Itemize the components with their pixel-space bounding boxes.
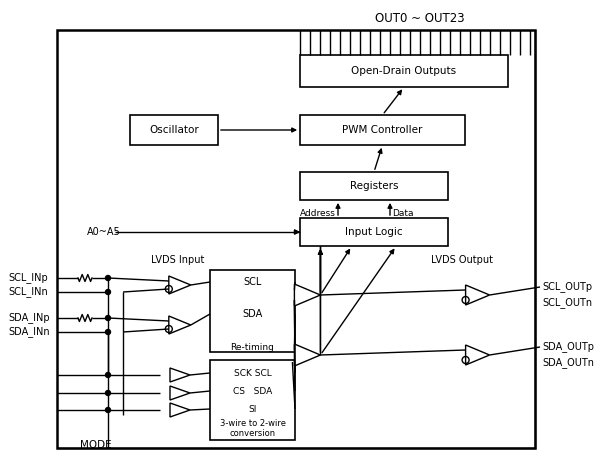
Bar (300, 115, 465, 145)
Text: OUT0 ~ OUT23: OUT0 ~ OUT23 (375, 11, 465, 25)
Circle shape (106, 329, 110, 335)
Bar (300, 55, 508, 87)
Text: Re-timing: Re-timing (230, 343, 274, 352)
Text: SCL: SCL (244, 277, 262, 287)
Text: SCL_INn: SCL_INn (8, 287, 48, 298)
Circle shape (106, 408, 110, 412)
Polygon shape (170, 368, 190, 382)
Text: 3-wire to 2-wire: 3-wire to 2-wire (220, 419, 286, 428)
Text: Registers: Registers (350, 181, 398, 191)
Polygon shape (170, 403, 190, 417)
Text: SDA: SDA (242, 309, 263, 319)
Text: SCK SCL: SCK SCL (233, 368, 271, 377)
Polygon shape (466, 285, 490, 305)
Text: PWM Controller: PWM Controller (343, 125, 422, 135)
Bar (210, 270, 295, 352)
Text: MODE: MODE (80, 440, 112, 450)
Text: SCL_INp: SCL_INp (8, 273, 48, 283)
Text: Open-Drain Outputs: Open-Drain Outputs (352, 66, 457, 76)
Circle shape (106, 373, 110, 377)
Polygon shape (170, 386, 190, 400)
Text: LVDS Output: LVDS Output (431, 255, 493, 265)
Polygon shape (466, 345, 490, 365)
Bar (130, 115, 218, 145)
Text: Data: Data (392, 209, 413, 218)
Polygon shape (169, 316, 191, 334)
Polygon shape (295, 284, 320, 306)
Text: Input Logic: Input Logic (345, 227, 403, 237)
Text: LVDS Input: LVDS Input (151, 255, 205, 265)
Bar (210, 360, 295, 440)
Text: conversion: conversion (229, 428, 275, 438)
Text: SDA_OUTn: SDA_OUTn (542, 357, 594, 368)
Bar (300, 218, 448, 246)
Circle shape (106, 290, 110, 294)
Text: SCL_OUTp: SCL_OUTp (542, 282, 592, 292)
Text: SI: SI (248, 404, 257, 413)
Bar (57, 30, 535, 448)
Text: SDA_OUTp: SDA_OUTp (542, 342, 594, 353)
Text: Oscillator: Oscillator (149, 125, 199, 135)
Text: A0~A5: A0~A5 (87, 227, 121, 237)
Text: SCL_OUTn: SCL_OUTn (542, 298, 592, 309)
Bar (300, 172, 448, 200)
Circle shape (106, 275, 110, 281)
Text: Address: Address (300, 209, 336, 218)
Circle shape (106, 316, 110, 320)
Polygon shape (169, 276, 191, 294)
Text: CS   SDA: CS SDA (233, 386, 272, 395)
Text: SDA_INn: SDA_INn (8, 327, 50, 337)
Text: SDA_INp: SDA_INp (8, 312, 50, 323)
Circle shape (106, 391, 110, 395)
Polygon shape (295, 344, 320, 366)
